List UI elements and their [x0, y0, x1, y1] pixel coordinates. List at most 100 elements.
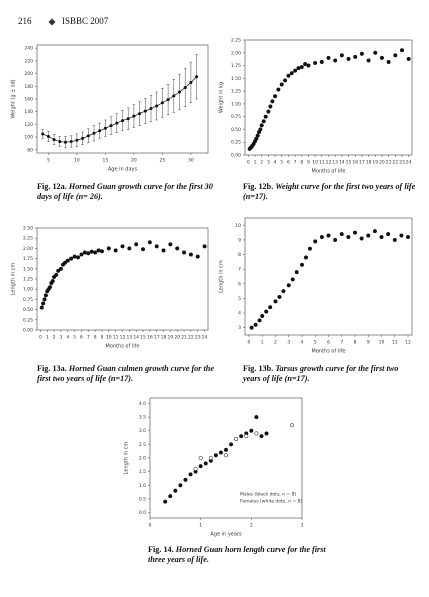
x-tick-label: 9 — [307, 160, 310, 166]
point — [178, 483, 183, 488]
point — [249, 428, 254, 433]
x-tick-label: 12 — [120, 335, 126, 341]
point — [326, 233, 331, 238]
x-tick-label: 3 — [301, 523, 304, 529]
x-tick-label: 14 — [133, 335, 139, 341]
x-tick-label: 5 — [314, 340, 317, 346]
point — [65, 258, 70, 263]
point — [183, 477, 188, 482]
point — [182, 250, 187, 255]
x-tick-label: 19 — [168, 335, 174, 341]
point — [386, 59, 391, 65]
point — [64, 140, 67, 144]
y-axis-title: Weight (g ± sd) — [11, 79, 17, 118]
line — [42, 76, 197, 143]
point — [296, 66, 301, 71]
point — [188, 472, 193, 477]
point — [333, 58, 338, 63]
point — [58, 140, 62, 144]
x-tick-label: 23 — [195, 335, 201, 341]
point — [253, 322, 258, 327]
x-tick-label: 17 — [359, 160, 365, 166]
x-tick-label: 6 — [80, 335, 83, 341]
x-axis-title: Months of life — [106, 344, 140, 350]
point — [75, 255, 81, 260]
point — [268, 305, 273, 310]
y-tick-label: 10 — [235, 223, 241, 229]
point — [47, 285, 53, 290]
point — [289, 423, 294, 428]
point — [260, 313, 265, 319]
y-tick-label: 3.0 — [139, 428, 146, 434]
point — [266, 109, 271, 114]
x-tick-label: 14 — [339, 160, 345, 166]
y-tick-label: 2.25 — [231, 38, 241, 44]
caption: Fig. 13b. Tarsus growth curve for the fi… — [243, 364, 418, 384]
chart: 0.0 0.5 1.0 1.5 2.0 2.5 3.0 3.5 4.0 0 1 2 3 Age in ye… — [124, 397, 304, 538]
point — [373, 50, 378, 55]
y-tick-label: 0.25 — [231, 140, 241, 146]
y-tick-label: 5 — [238, 296, 241, 302]
point — [175, 246, 180, 251]
point — [359, 51, 364, 56]
point — [270, 99, 275, 104]
point — [195, 254, 200, 259]
y-tick-label: 0.00 — [231, 153, 241, 159]
x-tick-label: 0 — [149, 523, 152, 529]
point — [264, 431, 269, 436]
point — [268, 104, 273, 109]
point — [79, 252, 84, 257]
x-tick-label: 6 — [327, 340, 330, 346]
x-tick-label: 2 — [250, 523, 253, 529]
point — [106, 246, 111, 251]
point — [263, 114, 268, 119]
point — [58, 266, 63, 271]
journal-name: ISBBC 2007 — [62, 16, 109, 26]
x-tick-label: 5 — [73, 335, 76, 341]
point — [193, 466, 198, 471]
point — [86, 251, 91, 256]
chart: 80 100 120 140 160 180 200 220 240 5 10 15 20 25 30 Age… — [11, 44, 209, 173]
x-tick-label: 10 — [74, 158, 80, 164]
point — [313, 60, 318, 66]
point — [313, 239, 318, 244]
point — [393, 53, 398, 58]
point — [178, 90, 181, 94]
point — [249, 325, 254, 330]
point — [41, 132, 45, 136]
y-tick-label: 8 — [238, 252, 241, 258]
y-axis-title: Length in cm — [219, 260, 225, 293]
point — [399, 48, 405, 53]
x-tick-label: 1 — [199, 523, 202, 529]
x-axis-title: Age in days — [108, 167, 138, 173]
x-tick-label: 21 — [181, 335, 187, 341]
y-tick-label: 3 — [238, 325, 241, 331]
point — [258, 127, 263, 132]
caption-text: Tarsus growth curve for the first two ye… — [243, 364, 399, 383]
point — [39, 305, 44, 310]
point — [81, 136, 85, 140]
point — [307, 246, 312, 251]
y-tick-label: 0.50 — [23, 307, 33, 313]
point — [183, 86, 187, 90]
y-tick-label: 1.75 — [231, 63, 241, 69]
x-tick-label: 0 — [39, 335, 42, 341]
x-tick-label: 30 — [188, 158, 194, 164]
point — [299, 65, 304, 70]
x-tick-label: 15 — [103, 158, 109, 164]
y-tick-label: 2.5 — [139, 442, 146, 448]
y-tick-label: 2.00 — [23, 246, 33, 252]
point — [333, 237, 338, 242]
point — [113, 248, 118, 253]
y-tick-label: 1.00 — [23, 287, 33, 293]
point — [283, 78, 288, 83]
x-tick-label: 21 — [386, 160, 392, 166]
point — [147, 240, 152, 245]
x-tick-label: 15 — [140, 335, 146, 341]
point — [138, 112, 142, 116]
y-tick-label: 6 — [238, 281, 241, 287]
point — [69, 140, 73, 144]
y-tick-label: 3.5 — [139, 415, 146, 421]
y-tick-label: 0.25 — [23, 317, 33, 323]
